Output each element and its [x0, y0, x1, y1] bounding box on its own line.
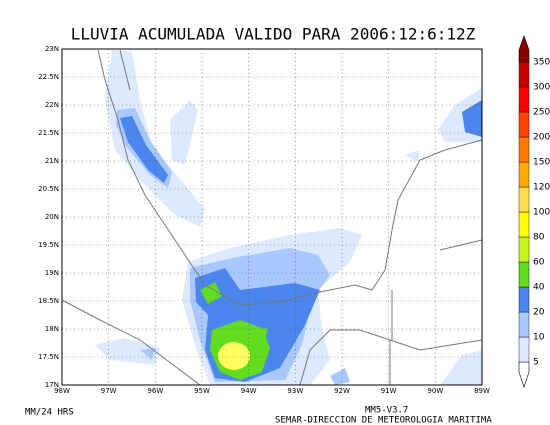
- rain-area: [330, 368, 350, 385]
- border: [61, 49, 483, 386]
- colorbar-label: 300: [533, 83, 550, 93]
- rain-area: [405, 150, 420, 162]
- colorbar-label: 10: [533, 333, 545, 343]
- colorbar-band: [518, 136, 530, 163]
- y-tick-label: 22N: [45, 101, 59, 109]
- y-tick-label: 18N: [45, 325, 59, 333]
- rain-area: [255, 328, 268, 340]
- coastlines: [61, 49, 483, 386]
- rain-field: [62, 49, 482, 385]
- x-tick-label: 90W: [427, 387, 443, 395]
- y-tick-label: 17.5N: [38, 353, 59, 361]
- axes: 98W 97W 96W 95W 94W 93W 92W 91W 90W 89W 17N 17.5N 18…: [38, 45, 490, 395]
- colorbar: 5 10 20 40 60 80 100 120 150 200 250 300 350: [518, 35, 550, 388]
- colorbar-band: [518, 86, 530, 113]
- rain-area: [440, 350, 482, 385]
- colorbar-label: 5: [533, 358, 539, 368]
- x-tick-label: 92W: [334, 387, 350, 395]
- colorbar-label: 100: [533, 208, 550, 218]
- y-tick-label: 23N: [45, 45, 59, 53]
- x-tick-label: 89W: [474, 387, 490, 395]
- credit-label: SEMAR-DIRECCION DE METEOROLOGIA MARITIMA: [275, 416, 492, 425]
- colorbar-label: 250: [533, 108, 550, 118]
- units-label: MM/24 HRS: [25, 408, 74, 418]
- model-label: MM5-V3.7: [365, 406, 408, 416]
- colorbar-band: [518, 261, 530, 288]
- rain-area: [218, 342, 250, 370]
- colorbar-under: [518, 361, 530, 388]
- rain-area: [170, 100, 198, 165]
- rain-area: [462, 100, 482, 137]
- colorbar-label: 60: [533, 258, 545, 268]
- colorbar-band: [518, 111, 530, 138]
- y-tick-label: 17N: [45, 381, 59, 389]
- colorbar-label: 80: [533, 233, 545, 243]
- colorbar-band: [518, 236, 530, 263]
- colorbar-label: 200: [533, 133, 550, 143]
- y-tick-label: 21.5N: [38, 129, 59, 137]
- colorbar-band: [518, 211, 530, 238]
- colorbar-over: [518, 35, 530, 63]
- frame: [61, 48, 483, 386]
- y-tick-label: 19.5N: [38, 241, 59, 249]
- y-tick-label: 20.5N: [38, 185, 59, 193]
- x-tick-label: 94W: [241, 387, 257, 395]
- rain-area: [95, 338, 160, 365]
- rain-area: [140, 348, 155, 360]
- y-tick-label: 18.5N: [38, 297, 59, 305]
- colorbar-label: 40: [533, 283, 545, 293]
- x-tick-label: 96W: [147, 387, 163, 395]
- x-tick-label: 91W: [381, 387, 397, 395]
- y-tick-label: 22.5N: [38, 73, 59, 81]
- colorbar-band: [518, 286, 530, 313]
- colorbar-label: 150: [533, 158, 550, 168]
- colorbar-band: [518, 311, 530, 338]
- colorbar-band: [518, 186, 530, 213]
- colorbar-label: 350: [533, 58, 550, 68]
- x-tick-label: 95W: [194, 387, 210, 395]
- colorbar-band: [518, 61, 530, 88]
- coastline: [97, 49, 483, 306]
- colorbar-band: [518, 161, 530, 188]
- colorbar-label: 20: [533, 308, 545, 318]
- rain-area: [105, 50, 205, 227]
- rain-area: [200, 282, 222, 304]
- x-tick-label: 98W: [54, 387, 70, 395]
- colorbar-label: 120: [533, 183, 550, 193]
- rain-area: [120, 116, 168, 183]
- y-tick-label: 19N: [45, 269, 59, 277]
- y-tick-label: 20N: [45, 213, 59, 221]
- y-tick-label: 21N: [45, 157, 59, 165]
- colorbar-band: [518, 336, 530, 363]
- x-tick-label: 97W: [101, 387, 117, 395]
- title: LLUVIA ACUMULADA VALIDO PARA 2006:12:6:1…: [71, 25, 476, 44]
- x-tick-label: 93W: [287, 387, 303, 395]
